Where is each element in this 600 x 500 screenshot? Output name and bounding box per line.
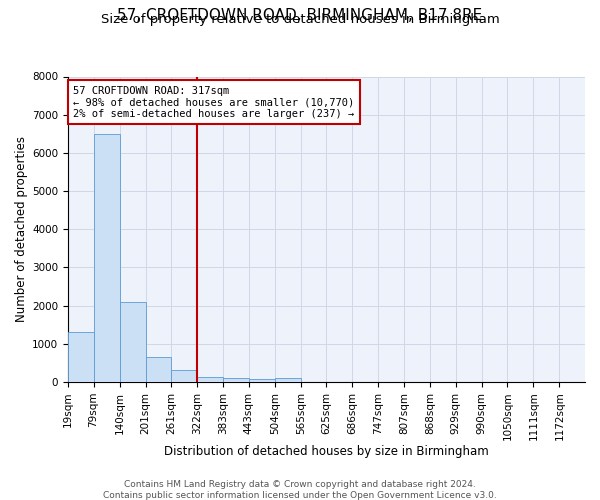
Bar <box>94 134 119 382</box>
Bar <box>197 378 223 382</box>
Bar <box>171 370 197 382</box>
X-axis label: Distribution of detached houses by size in Birmingham: Distribution of detached houses by size … <box>164 444 489 458</box>
Bar <box>223 378 249 382</box>
Bar <box>275 378 301 382</box>
Bar <box>146 357 171 382</box>
Bar <box>119 302 146 382</box>
Bar <box>249 379 275 382</box>
Text: Contains HM Land Registry data © Crown copyright and database right 2024.
Contai: Contains HM Land Registry data © Crown c… <box>103 480 497 500</box>
Text: 57, CROFTDOWN ROAD, BIRMINGHAM, B17 8RE: 57, CROFTDOWN ROAD, BIRMINGHAM, B17 8RE <box>118 8 482 22</box>
Bar <box>68 332 94 382</box>
Y-axis label: Number of detached properties: Number of detached properties <box>15 136 28 322</box>
Text: Size of property relative to detached houses in Birmingham: Size of property relative to detached ho… <box>101 12 499 26</box>
Text: 57 CROFTDOWN ROAD: 317sqm
← 98% of detached houses are smaller (10,770)
2% of se: 57 CROFTDOWN ROAD: 317sqm ← 98% of detac… <box>73 86 355 119</box>
